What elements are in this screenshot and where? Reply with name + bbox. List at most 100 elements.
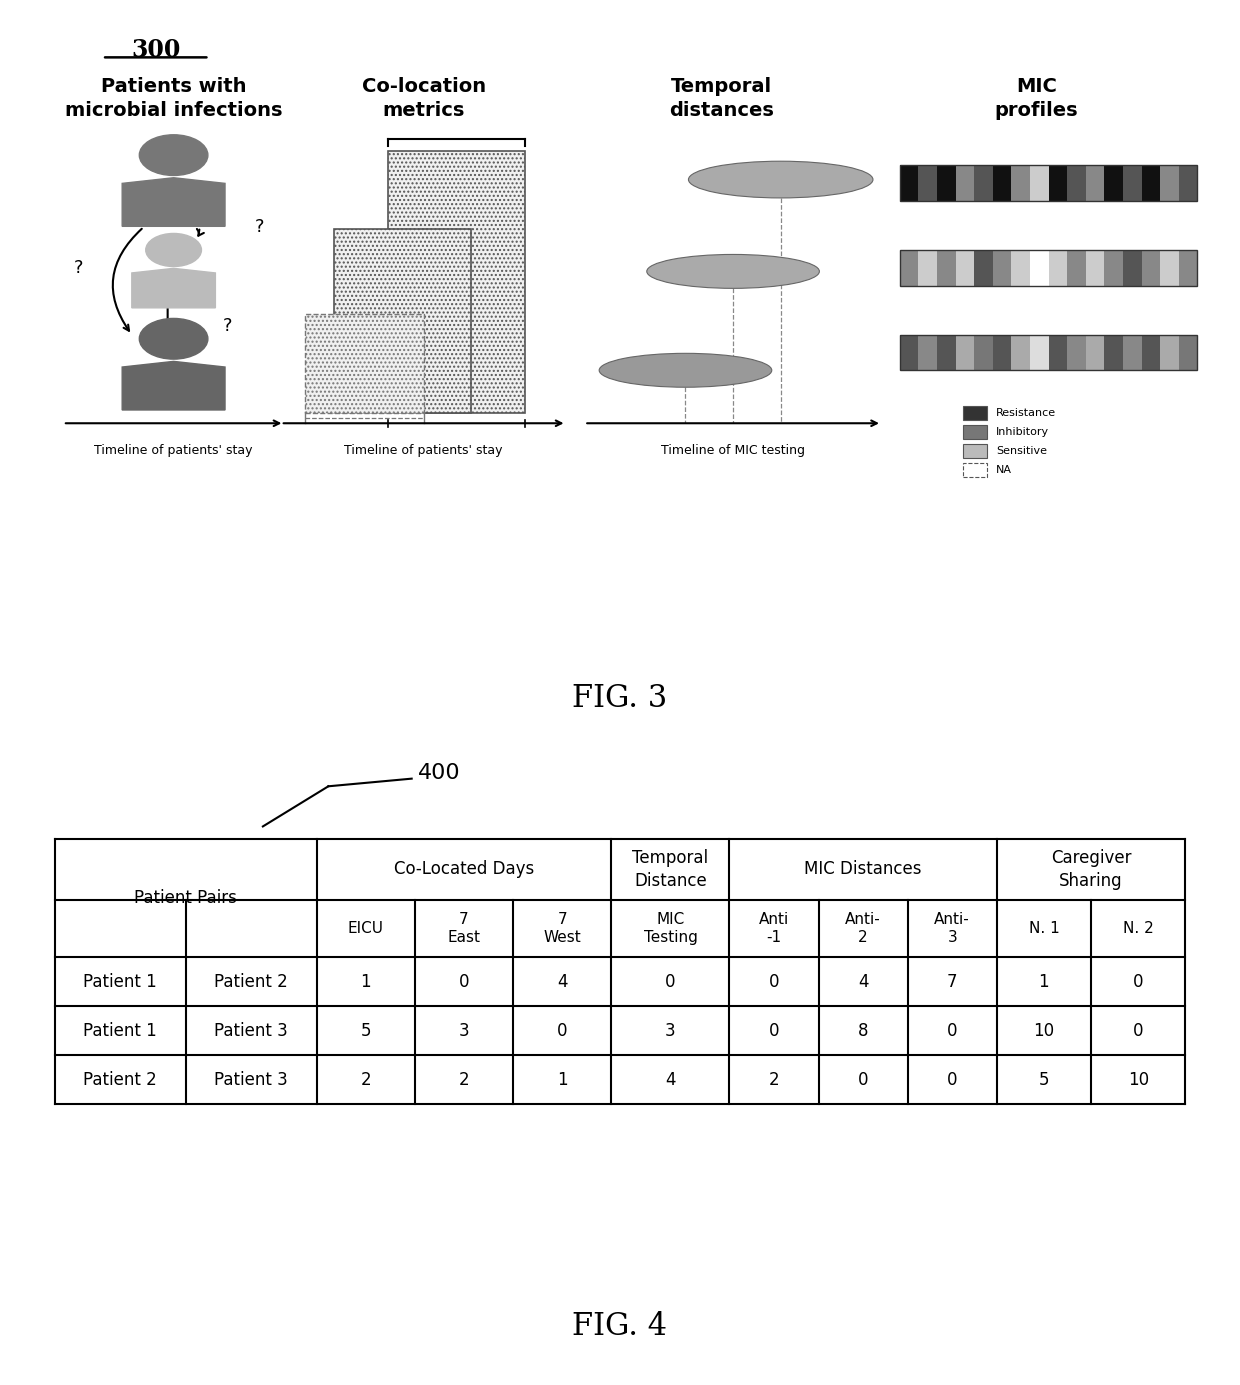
Bar: [975, 335, 993, 370]
Bar: [1012, 251, 1030, 285]
Text: Caregiver
Sharing: Caregiver Sharing: [1050, 849, 1131, 889]
Text: Anti-
3: Anti- 3: [934, 913, 970, 945]
Polygon shape: [123, 361, 224, 410]
Bar: [993, 165, 1012, 201]
Bar: [1161, 335, 1179, 370]
Text: 0: 0: [1133, 972, 1143, 990]
Bar: [1123, 251, 1142, 285]
Bar: [962, 443, 987, 458]
Bar: [1030, 335, 1049, 370]
Text: Co-Located Days: Co-Located Days: [394, 860, 534, 878]
Bar: [1068, 165, 1086, 201]
Bar: [1012, 335, 1030, 370]
Bar: [1142, 251, 1161, 285]
Text: 0: 0: [858, 1071, 868, 1089]
Text: 5: 5: [361, 1022, 371, 1040]
Text: 7
East: 7 East: [448, 913, 481, 945]
Bar: [388, 151, 525, 413]
Bar: [1105, 165, 1123, 201]
Circle shape: [139, 134, 208, 176]
Text: 4: 4: [858, 972, 868, 990]
Bar: [1142, 165, 1161, 201]
Text: MIC
Testing: MIC Testing: [644, 913, 697, 945]
Bar: [919, 251, 937, 285]
Bar: [1068, 335, 1086, 370]
Bar: [900, 335, 919, 370]
Bar: [975, 165, 993, 201]
Bar: [900, 251, 919, 285]
Text: Patient 3: Patient 3: [215, 1071, 288, 1089]
Text: Patient Pairs: Patient Pairs: [134, 889, 237, 907]
Bar: [900, 165, 919, 201]
Bar: [956, 165, 975, 201]
Bar: [962, 406, 987, 420]
Text: ?: ?: [254, 219, 264, 237]
Text: Patients with
microbial infections: Patients with microbial infections: [64, 78, 283, 119]
Text: 300: 300: [131, 39, 181, 62]
Bar: [956, 251, 975, 285]
Text: 2: 2: [459, 1071, 470, 1089]
Bar: [1179, 251, 1198, 285]
Bar: [1030, 251, 1049, 285]
Bar: [956, 335, 975, 370]
Text: Temporal
Distance: Temporal Distance: [632, 849, 708, 889]
Bar: [305, 314, 424, 413]
Bar: [1086, 165, 1105, 201]
Text: Patient 1: Patient 1: [83, 972, 157, 990]
Bar: [993, 335, 1012, 370]
Text: 4: 4: [557, 972, 568, 990]
Bar: [1049, 335, 1068, 370]
Bar: [900, 251, 1198, 285]
Bar: [1142, 335, 1161, 370]
Text: 7
West: 7 West: [543, 913, 582, 945]
Text: Co-location
metrics: Co-location metrics: [362, 78, 486, 119]
Text: Patient 2: Patient 2: [83, 1071, 157, 1089]
Bar: [1049, 251, 1068, 285]
Bar: [993, 251, 1012, 285]
Circle shape: [146, 234, 201, 266]
Text: 0: 0: [947, 1071, 957, 1089]
Bar: [937, 251, 956, 285]
Bar: [1030, 165, 1049, 201]
Bar: [975, 251, 993, 285]
Text: Timeline of patients' stay: Timeline of patients' stay: [94, 445, 253, 457]
Text: 3: 3: [459, 1022, 470, 1040]
Ellipse shape: [647, 255, 820, 288]
Text: Temporal
distances: Temporal distances: [668, 78, 774, 119]
Bar: [1049, 165, 1068, 201]
Bar: [937, 335, 956, 370]
Text: 3: 3: [665, 1022, 676, 1040]
Text: Patient 3: Patient 3: [215, 1022, 288, 1040]
Text: 1: 1: [557, 1071, 568, 1089]
Bar: [1161, 251, 1179, 285]
Bar: [919, 165, 937, 201]
Text: Patient 2: Patient 2: [215, 972, 288, 990]
Text: 0: 0: [769, 1022, 779, 1040]
Text: 2: 2: [769, 1071, 779, 1089]
Text: MIC
profiles: MIC profiles: [994, 78, 1079, 119]
Text: 400: 400: [418, 763, 460, 783]
Text: 4: 4: [665, 1071, 676, 1089]
Bar: [1179, 165, 1198, 201]
Text: N. 1: N. 1: [1028, 921, 1059, 936]
Text: ?: ?: [222, 317, 232, 335]
Text: 7: 7: [947, 972, 957, 990]
Bar: [1068, 251, 1086, 285]
Text: Patient 1: Patient 1: [83, 1022, 157, 1040]
Text: N. 2: N. 2: [1123, 921, 1153, 936]
Text: 0: 0: [459, 972, 469, 990]
Bar: [900, 165, 1198, 201]
Text: FIG. 4: FIG. 4: [573, 1312, 667, 1342]
Text: Inhibitory: Inhibitory: [996, 427, 1049, 436]
Bar: [1012, 165, 1030, 201]
Text: 0: 0: [1133, 1022, 1143, 1040]
Text: 2: 2: [361, 1071, 371, 1089]
Text: 8: 8: [858, 1022, 868, 1040]
Bar: [962, 463, 987, 476]
Ellipse shape: [599, 353, 771, 388]
Text: Anti-
2: Anti- 2: [846, 913, 880, 945]
Bar: [1123, 335, 1142, 370]
Bar: [937, 165, 956, 201]
Text: 0: 0: [665, 972, 676, 990]
Text: ?: ?: [73, 259, 83, 277]
